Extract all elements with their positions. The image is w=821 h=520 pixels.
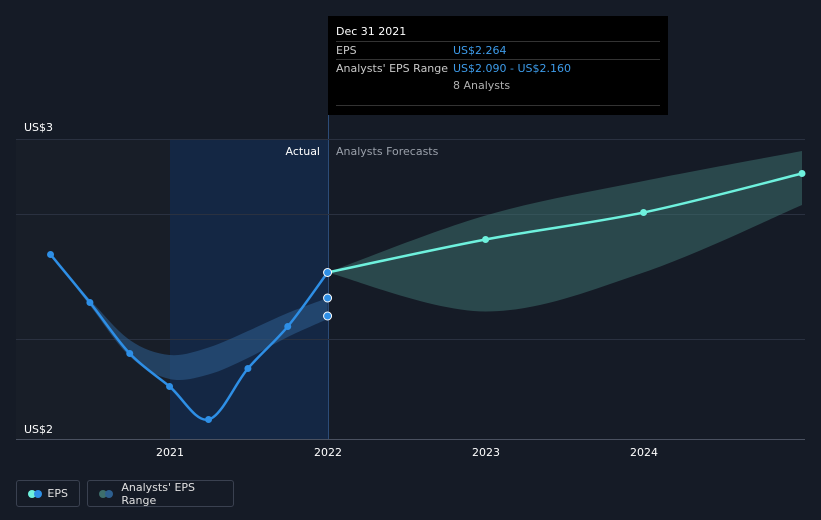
eps-point: [47, 251, 55, 258]
eps-point: [205, 416, 213, 423]
eps-swatch-icon: [28, 489, 42, 499]
y-tick-label: US$3: [24, 121, 53, 134]
legend-eps-button[interactable]: EPS: [16, 480, 80, 507]
eps-point: [323, 268, 333, 277]
tooltip-analysts-count: 8 Analysts: [453, 79, 511, 92]
forecast-point: [640, 209, 648, 216]
legend-range-label: Analysts' EPS Range: [121, 480, 196, 507]
tooltip-eps-label: EPS: [336, 44, 357, 57]
tooltip-divider: [336, 105, 660, 106]
forecast-point: [798, 170, 806, 177]
y-tick-label: US$2: [24, 423, 53, 436]
tooltip-eps-value: US$2.264: [453, 44, 507, 57]
actual-period-highlight: [170, 139, 328, 439]
tooltip-eps-row: EPS US$2.264: [336, 41, 660, 59]
analyst-estimate-point: [323, 293, 333, 303]
legend-eps-label: EPS: [47, 487, 68, 500]
tooltip: Dec 31 2021 EPS US$2.264 Analysts' EPS R…: [328, 16, 668, 115]
forecast-label: Analysts Forecasts: [336, 145, 439, 158]
eps-point: [126, 350, 134, 357]
actual-label: Actual: [286, 145, 320, 158]
data-points: [47, 170, 806, 423]
forecast-point: [482, 236, 490, 243]
tooltip-range-row: Analysts' EPS Range US$2.090 - US$2.160: [336, 59, 660, 77]
legend-range-button[interactable]: Analysts' EPS Range: [87, 480, 234, 507]
tooltip-analysts-row: 8 Analysts: [336, 77, 660, 94]
x-tick-label: 2024: [630, 446, 658, 459]
tooltip-range-value: US$2.090 - US$2.160: [453, 62, 572, 75]
tooltip-range-label: Analysts' EPS Range: [336, 62, 449, 75]
x-tick-label: 2022: [314, 446, 342, 459]
eps-point: [284, 323, 292, 330]
eps-point: [86, 299, 94, 306]
axis-tick-labels: 2021 2022 2023 2024 US$3 US$2: [24, 121, 658, 459]
analyst-estimate-point: [323, 311, 333, 321]
x-tick-label: 2021: [156, 446, 184, 459]
x-tick-label: 2023: [472, 446, 500, 459]
eps-point: [166, 383, 174, 390]
eps-point: [244, 365, 252, 372]
range-swatch-icon: [99, 489, 113, 499]
forecast-eps-line: [327, 172, 803, 274]
tooltip-date: Dec 31 2021: [336, 25, 407, 38]
past-range-band: [50, 254, 328, 381]
past-period-shade: [16, 139, 170, 439]
forecast-range-band: [327, 151, 802, 312]
